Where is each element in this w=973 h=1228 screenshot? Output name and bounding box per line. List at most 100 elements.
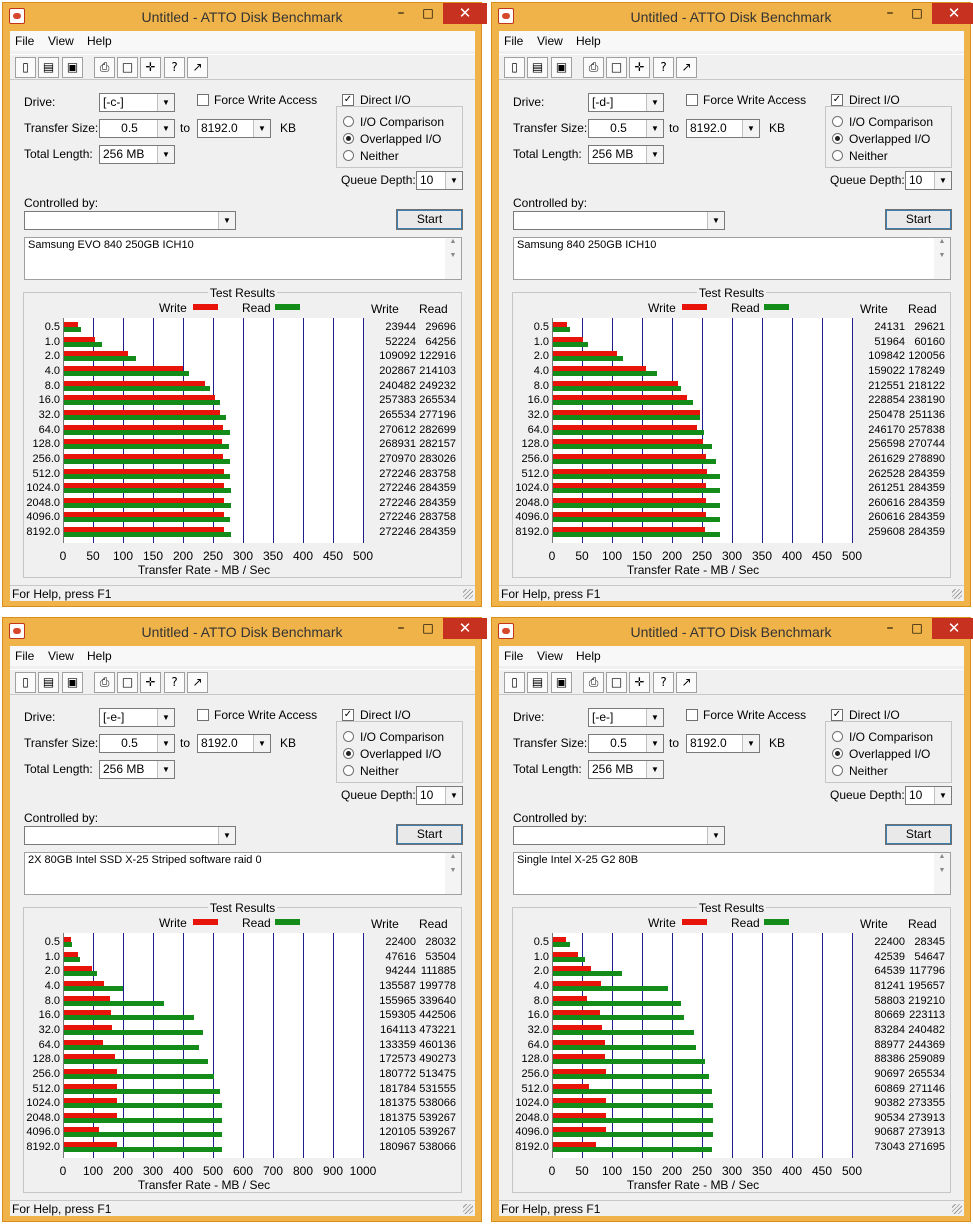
scrollbar[interactable]: ▲ ▼ [934,238,950,279]
scrollbar[interactable]: ▲ ▼ [934,853,950,894]
drive-select[interactable]: [-d-] ▼ [588,93,664,112]
minimize-button[interactable]: – [397,5,405,21]
description-textarea[interactable]: Samsung EVO 840 250GB ICH10 ▲ ▼ [24,237,462,280]
description-textarea[interactable]: Samsung 840 250GB ICH10 ▲ ▼ [513,237,951,280]
force-write-checkbox[interactable] [686,709,698,721]
title-bar[interactable]: Untitled - ATTO Disk Benchmark – □ ✕ [3,3,487,31]
menu-file[interactable]: File [504,649,524,663]
context-help-icon[interactable]: ↗ [187,57,208,78]
scrollbar[interactable]: ▲ ▼ [445,238,461,279]
direct-io-checkbox[interactable]: ✓ [831,94,843,106]
menu-view[interactable]: View [48,649,74,663]
transfer-to-select[interactable]: 8192.0 ▼ [197,734,271,753]
menu-file[interactable]: File [15,34,35,48]
save-icon[interactable]: ▣ [62,57,83,78]
new-icon[interactable]: ▯ [504,57,525,78]
open-icon[interactable]: ▤ [527,57,548,78]
total-length-select[interactable]: 256 MB ▼ [588,760,664,779]
maximize-button[interactable]: □ [422,621,434,635]
resize-grip-icon[interactable] [952,589,962,599]
context-help-icon[interactable]: ↗ [187,672,208,693]
help-icon[interactable]: ? [653,672,674,693]
move-icon[interactable]: ✛ [140,57,161,78]
start-button[interactable]: Start [396,209,463,230]
neither-radio[interactable] [343,765,354,776]
title-bar[interactable]: Untitled - ATTO Disk Benchmark – □ ✕ [492,3,973,31]
menu-file[interactable]: File [15,649,35,663]
menu-view[interactable]: View [48,34,74,48]
help-icon[interactable]: ? [653,57,674,78]
close-button[interactable]: ✕ [443,618,487,639]
new-icon[interactable]: ▯ [15,672,36,693]
print-icon[interactable]: ⎙ [94,57,115,78]
menu-help[interactable]: Help [87,34,112,48]
maximize-button[interactable]: □ [911,6,923,20]
drive-select[interactable]: [-c-] ▼ [99,93,175,112]
move-icon[interactable]: ✛ [629,57,650,78]
minimize-button[interactable]: – [886,620,894,636]
transfer-from-select[interactable]: 0.5 ▼ [99,734,175,753]
menu-help[interactable]: Help [576,34,601,48]
resize-grip-icon[interactable] [952,1204,962,1214]
drive-select[interactable]: [-e-] ▼ [99,708,175,727]
open-icon[interactable]: ▤ [527,672,548,693]
queue-depth-select[interactable]: 10 ▼ [416,786,463,805]
transfer-to-select[interactable]: 8192.0 ▼ [686,119,760,138]
transfer-from-select[interactable]: 0.5 ▼ [99,119,175,138]
print-preview-icon[interactable]: □ [606,672,627,693]
print-icon[interactable]: ⎙ [583,672,604,693]
print-preview-icon[interactable]: □ [117,672,138,693]
controlled-by-select[interactable]: ▼ [513,211,725,230]
start-button[interactable]: Start [885,209,952,230]
close-button[interactable]: ✕ [932,618,973,639]
print-icon[interactable]: ⎙ [583,57,604,78]
description-textarea[interactable]: 2X 80GB Intel SSD X-25 Striped software … [24,852,462,895]
total-length-select[interactable]: 256 MB ▼ [99,760,175,779]
new-icon[interactable]: ▯ [504,672,525,693]
menu-file[interactable]: File [504,34,524,48]
resize-grip-icon[interactable] [463,589,473,599]
controlled-by-select[interactable]: ▼ [24,826,236,845]
io-comparison-radio[interactable] [343,116,354,127]
close-button[interactable]: ✕ [443,3,487,24]
overlapped-io-radio[interactable] [343,748,354,759]
help-icon[interactable]: ? [164,57,185,78]
resize-grip-icon[interactable] [463,1204,473,1214]
transfer-to-select[interactable]: 8192.0 ▼ [197,119,271,138]
title-bar[interactable]: Untitled - ATTO Disk Benchmark – □ ✕ [492,618,973,646]
direct-io-checkbox[interactable]: ✓ [342,709,354,721]
open-icon[interactable]: ▤ [38,672,59,693]
print-preview-icon[interactable]: □ [606,57,627,78]
minimize-button[interactable]: – [397,620,405,636]
transfer-from-select[interactable]: 0.5 ▼ [588,734,664,753]
save-icon[interactable]: ▣ [551,57,572,78]
queue-depth-select[interactable]: 10 ▼ [416,171,463,190]
drive-select[interactable]: [-e-] ▼ [588,708,664,727]
direct-io-checkbox[interactable]: ✓ [342,94,354,106]
maximize-button[interactable]: □ [911,621,923,635]
neither-radio[interactable] [832,150,843,161]
overlapped-io-radio[interactable] [832,133,843,144]
help-icon[interactable]: ? [164,672,185,693]
context-help-icon[interactable]: ↗ [676,57,697,78]
description-textarea[interactable]: Single Intel X-25 G2 80B ▲ ▼ [513,852,951,895]
neither-radio[interactable] [343,150,354,161]
direct-io-checkbox[interactable]: ✓ [831,709,843,721]
total-length-select[interactable]: 256 MB ▼ [588,145,664,164]
start-button[interactable]: Start [885,824,952,845]
menu-help[interactable]: Help [87,649,112,663]
print-icon[interactable]: ⎙ [94,672,115,693]
close-button[interactable]: ✕ [932,3,973,24]
open-icon[interactable]: ▤ [38,57,59,78]
controlled-by-select[interactable]: ▼ [24,211,236,230]
force-write-checkbox[interactable] [197,94,209,106]
title-bar[interactable]: Untitled - ATTO Disk Benchmark – □ ✕ [3,618,487,646]
menu-help[interactable]: Help [576,649,601,663]
queue-depth-select[interactable]: 10 ▼ [905,786,952,805]
start-button[interactable]: Start [396,824,463,845]
scrollbar[interactable]: ▲ ▼ [445,853,461,894]
force-write-checkbox[interactable] [197,709,209,721]
total-length-select[interactable]: 256 MB ▼ [99,145,175,164]
new-icon[interactable]: ▯ [15,57,36,78]
transfer-to-select[interactable]: 8192.0 ▼ [686,734,760,753]
